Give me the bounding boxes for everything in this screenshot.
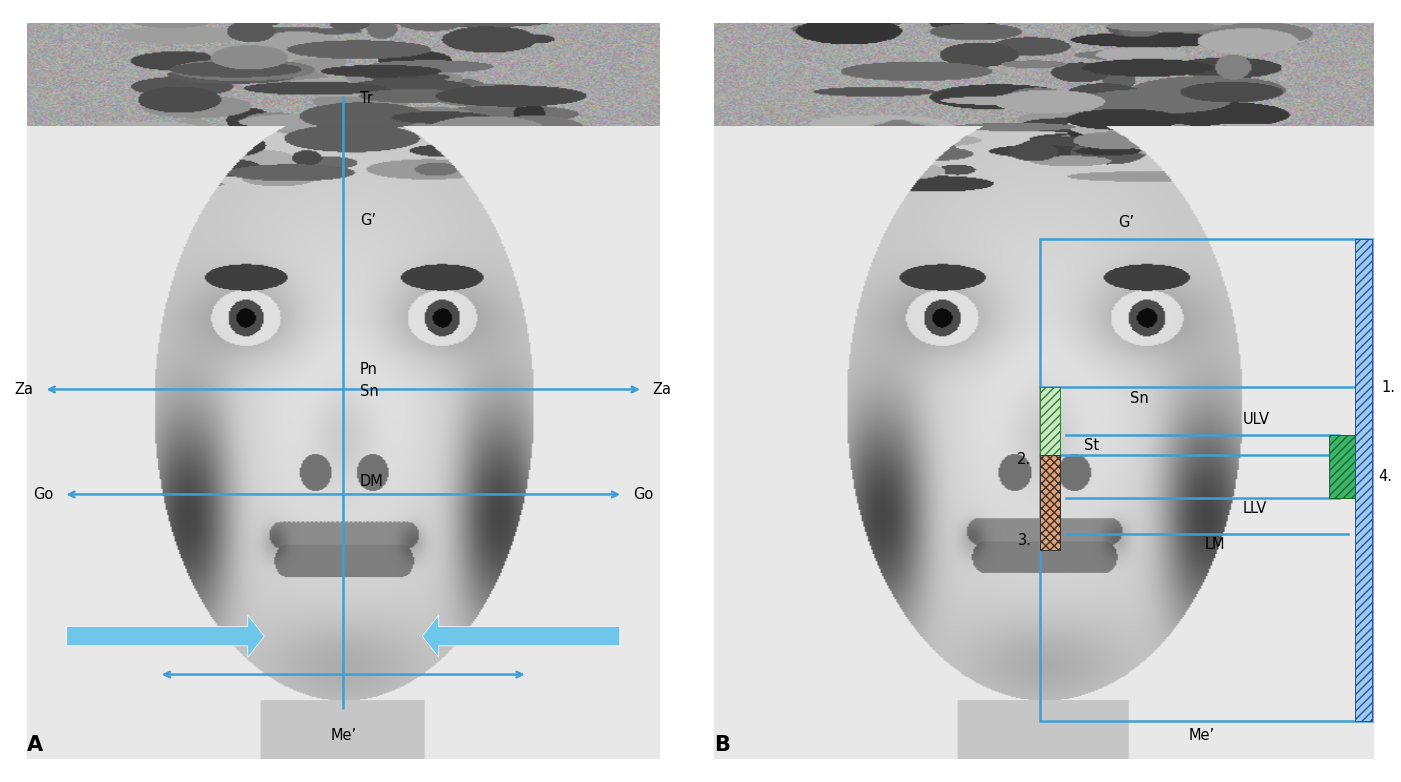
Text: Go: Go: [633, 487, 653, 502]
Text: Za: Za: [15, 382, 34, 397]
Text: Go: Go: [34, 487, 53, 502]
Text: Sn: Sn: [360, 383, 378, 399]
Text: Za: Za: [653, 382, 671, 397]
FancyArrow shape: [67, 615, 265, 658]
Text: DM: DM: [360, 474, 384, 489]
Text: Tr: Tr: [360, 91, 373, 106]
Bar: [1041, 387, 1059, 455]
Text: Pn: Pn: [360, 362, 378, 377]
Bar: [1041, 455, 1059, 550]
Text: B: B: [715, 735, 730, 755]
Text: Sn: Sn: [1131, 391, 1149, 406]
Bar: [1355, 239, 1372, 720]
Text: 1.: 1.: [1381, 380, 1395, 395]
Text: LLV: LLV: [1243, 501, 1267, 516]
Text: G’: G’: [360, 213, 375, 228]
Text: 4.: 4.: [1379, 469, 1393, 484]
Text: Me’: Me’: [331, 728, 356, 743]
Text: Me’: Me’: [1188, 728, 1215, 743]
Text: 2.: 2.: [1017, 453, 1031, 468]
Text: 3.: 3.: [1017, 533, 1031, 548]
Text: LM: LM: [1205, 537, 1226, 552]
FancyArrow shape: [422, 615, 619, 658]
Text: ULV: ULV: [1243, 411, 1269, 427]
Bar: [1041, 239, 1372, 720]
Bar: [1328, 435, 1355, 498]
Text: St: St: [1083, 438, 1098, 453]
Text: A: A: [27, 735, 43, 755]
Text: G’: G’: [1118, 215, 1135, 230]
